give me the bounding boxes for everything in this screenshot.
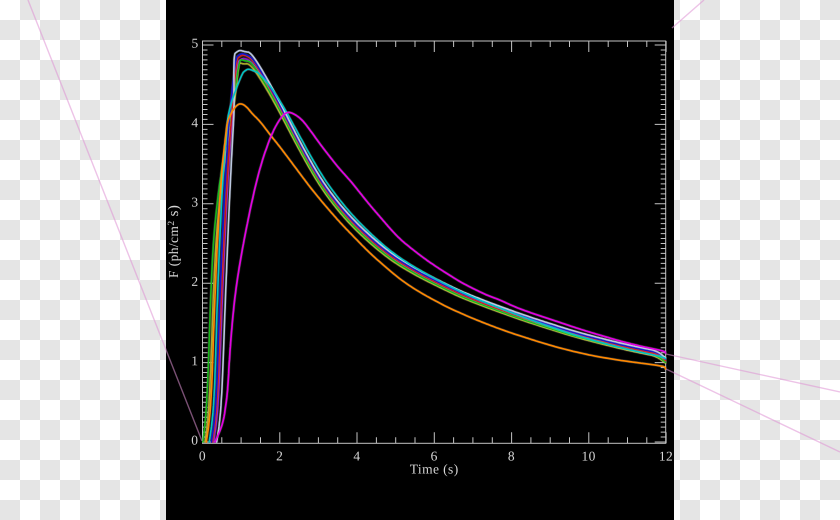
svg-text:5: 5 <box>191 36 198 51</box>
svg-text:2: 2 <box>191 274 198 289</box>
svg-text:F (ph/cm2 s): F (ph/cm2 s) <box>166 205 182 278</box>
svg-text:4: 4 <box>353 448 360 463</box>
svg-text:3: 3 <box>191 194 198 209</box>
svg-text:0: 0 <box>199 448 206 463</box>
svg-text:8: 8 <box>508 449 515 464</box>
svg-text:4: 4 <box>191 115 198 130</box>
svg-text:2: 2 <box>276 448 283 463</box>
svg-text:10: 10 <box>582 449 596 464</box>
svg-text:Time (s): Time (s) <box>410 461 459 476</box>
svg-text:0: 0 <box>191 433 198 448</box>
svg-text:6: 6 <box>431 449 438 464</box>
svg-text:1: 1 <box>191 353 198 368</box>
svg-text:12: 12 <box>659 449 673 464</box>
